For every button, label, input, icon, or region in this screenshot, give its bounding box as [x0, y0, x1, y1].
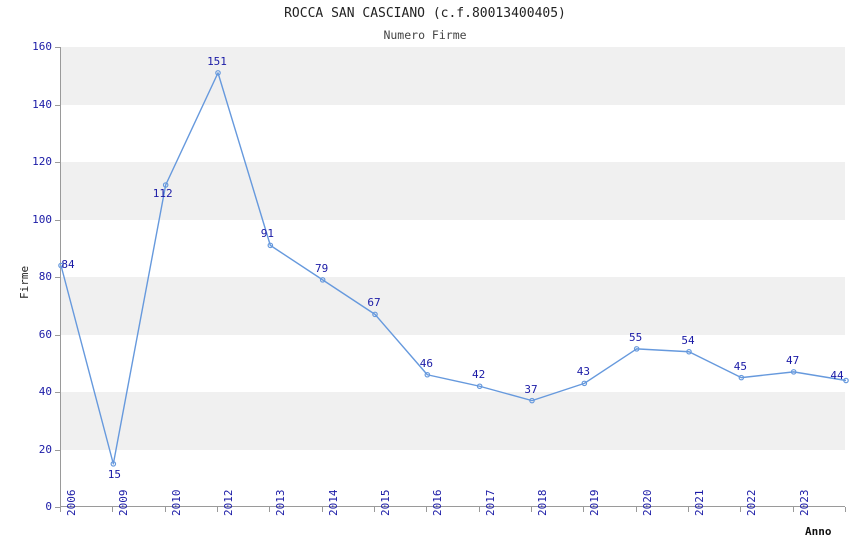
- y-tick-label: 160: [32, 40, 52, 53]
- y-tick-label: 80: [38, 270, 52, 283]
- y-axis-title: Firme: [18, 265, 31, 299]
- x-tick-label: 2019: [588, 489, 602, 517]
- data-point: [372, 311, 378, 318]
- x-tick-label: 2018: [536, 489, 549, 517]
- data-point: [633, 346, 640, 352]
- x-tick-label: 2015: [379, 489, 392, 517]
- x-tick-label: 2022: [745, 489, 759, 517]
- data-point-label: 112: [152, 187, 173, 200]
- data-point-label: 42: [472, 368, 486, 382]
- data-point: [581, 380, 588, 387]
- x-tick-label: 2010: [169, 489, 183, 517]
- y-tick-mark: [55, 104, 60, 106]
- y-tick-mark: [55, 392, 60, 393]
- x-tick-mark: [374, 507, 375, 512]
- y-tick-mark: [55, 507, 60, 508]
- data-point: [424, 371, 431, 378]
- data-point-label: 67: [367, 296, 381, 310]
- chart-title: ROCCA SAN CASCIANO (c.f.80013400405): [284, 6, 566, 21]
- line-series: [58, 70, 849, 467]
- x-tick-mark: [426, 507, 428, 512]
- y-tick-label: 20: [38, 442, 52, 456]
- grid-band: [61, 47, 845, 105]
- data-point-label: 37: [524, 382, 538, 396]
- y-tick-label: 60: [38, 327, 52, 341]
- x-tick-label: 2021: [693, 489, 706, 517]
- data-point-label: 79: [315, 261, 329, 275]
- x-tick-label: 2020: [640, 489, 654, 517]
- data-point: [319, 277, 326, 283]
- x-tick-mark: [269, 507, 271, 512]
- y-tick-mark: [55, 334, 60, 336]
- x-tick-mark: [531, 507, 532, 512]
- data-point-label: 46: [419, 356, 433, 370]
- data-point-label: 45: [733, 359, 747, 373]
- data-point-label: 55: [629, 330, 643, 344]
- data-point: [529, 397, 535, 404]
- x-axis-title: Anno: [805, 525, 832, 538]
- data-point: [110, 461, 117, 467]
- y-tick-label: 120: [32, 155, 52, 168]
- x-tick-mark: [321, 507, 323, 512]
- plot-area: [58, 47, 849, 507]
- data-point-label: 44: [830, 368, 844, 382]
- y-tick-label: 0: [45, 500, 52, 513]
- x-tick-label: 2014: [326, 489, 340, 517]
- x-tick-label: 2013: [274, 489, 288, 517]
- data-point: [790, 369, 797, 375]
- data-point-label: 84: [61, 257, 75, 271]
- data-point: [738, 374, 745, 381]
- data-point-label: 43: [576, 365, 590, 379]
- grid-band: [61, 277, 845, 335]
- y-tick-mark: [55, 219, 60, 221]
- x-tick-mark: [740, 507, 742, 512]
- data-point: [476, 383, 483, 390]
- x-tick-label: 2016: [431, 489, 445, 517]
- series-line: [60, 72, 847, 465]
- y-tick-mark: [55, 47, 60, 48]
- data-point-label: 91: [260, 227, 274, 241]
- x-tick-label: 2017: [483, 489, 497, 517]
- grid-band: [61, 392, 845, 450]
- x-tick-mark: [583, 507, 585, 512]
- x-tick-mark: [845, 507, 846, 512]
- y-tick-label: 40: [38, 385, 52, 398]
- data-point-label: 15: [107, 467, 121, 481]
- x-tick-label: 2023: [797, 489, 811, 517]
- data-point: [686, 348, 692, 355]
- x-tick-mark: [112, 507, 114, 512]
- x-tick-mark: [635, 507, 637, 512]
- data-point: [843, 377, 849, 384]
- x-tick-mark: [478, 507, 480, 512]
- data-point-label: 54: [681, 333, 695, 347]
- data-point: [162, 182, 169, 188]
- y-tick-label: 140: [32, 97, 52, 111]
- chart-subtitle: Numero Firme: [383, 28, 467, 42]
- y-tick-mark: [55, 277, 60, 278]
- y-tick-label: 100: [32, 212, 52, 226]
- data-point: [267, 242, 274, 249]
- y-tick-mark: [55, 449, 60, 451]
- data-point: [215, 70, 221, 76]
- x-tick-mark: [60, 507, 61, 512]
- y-tick-mark: [55, 162, 60, 163]
- grid-band: [61, 162, 845, 220]
- data-point: [58, 262, 64, 269]
- x-tick-mark: [164, 507, 166, 512]
- x-tick-mark: [688, 507, 689, 512]
- x-tick-label: 2009: [117, 489, 131, 517]
- x-tick-label: 2012: [222, 489, 235, 517]
- data-point-label: 47: [786, 353, 800, 367]
- x-tick-label: 2006: [65, 489, 78, 517]
- x-tick-mark: [217, 507, 218, 512]
- x-tick-mark: [792, 507, 794, 512]
- data-point-label: 151: [207, 54, 227, 68]
